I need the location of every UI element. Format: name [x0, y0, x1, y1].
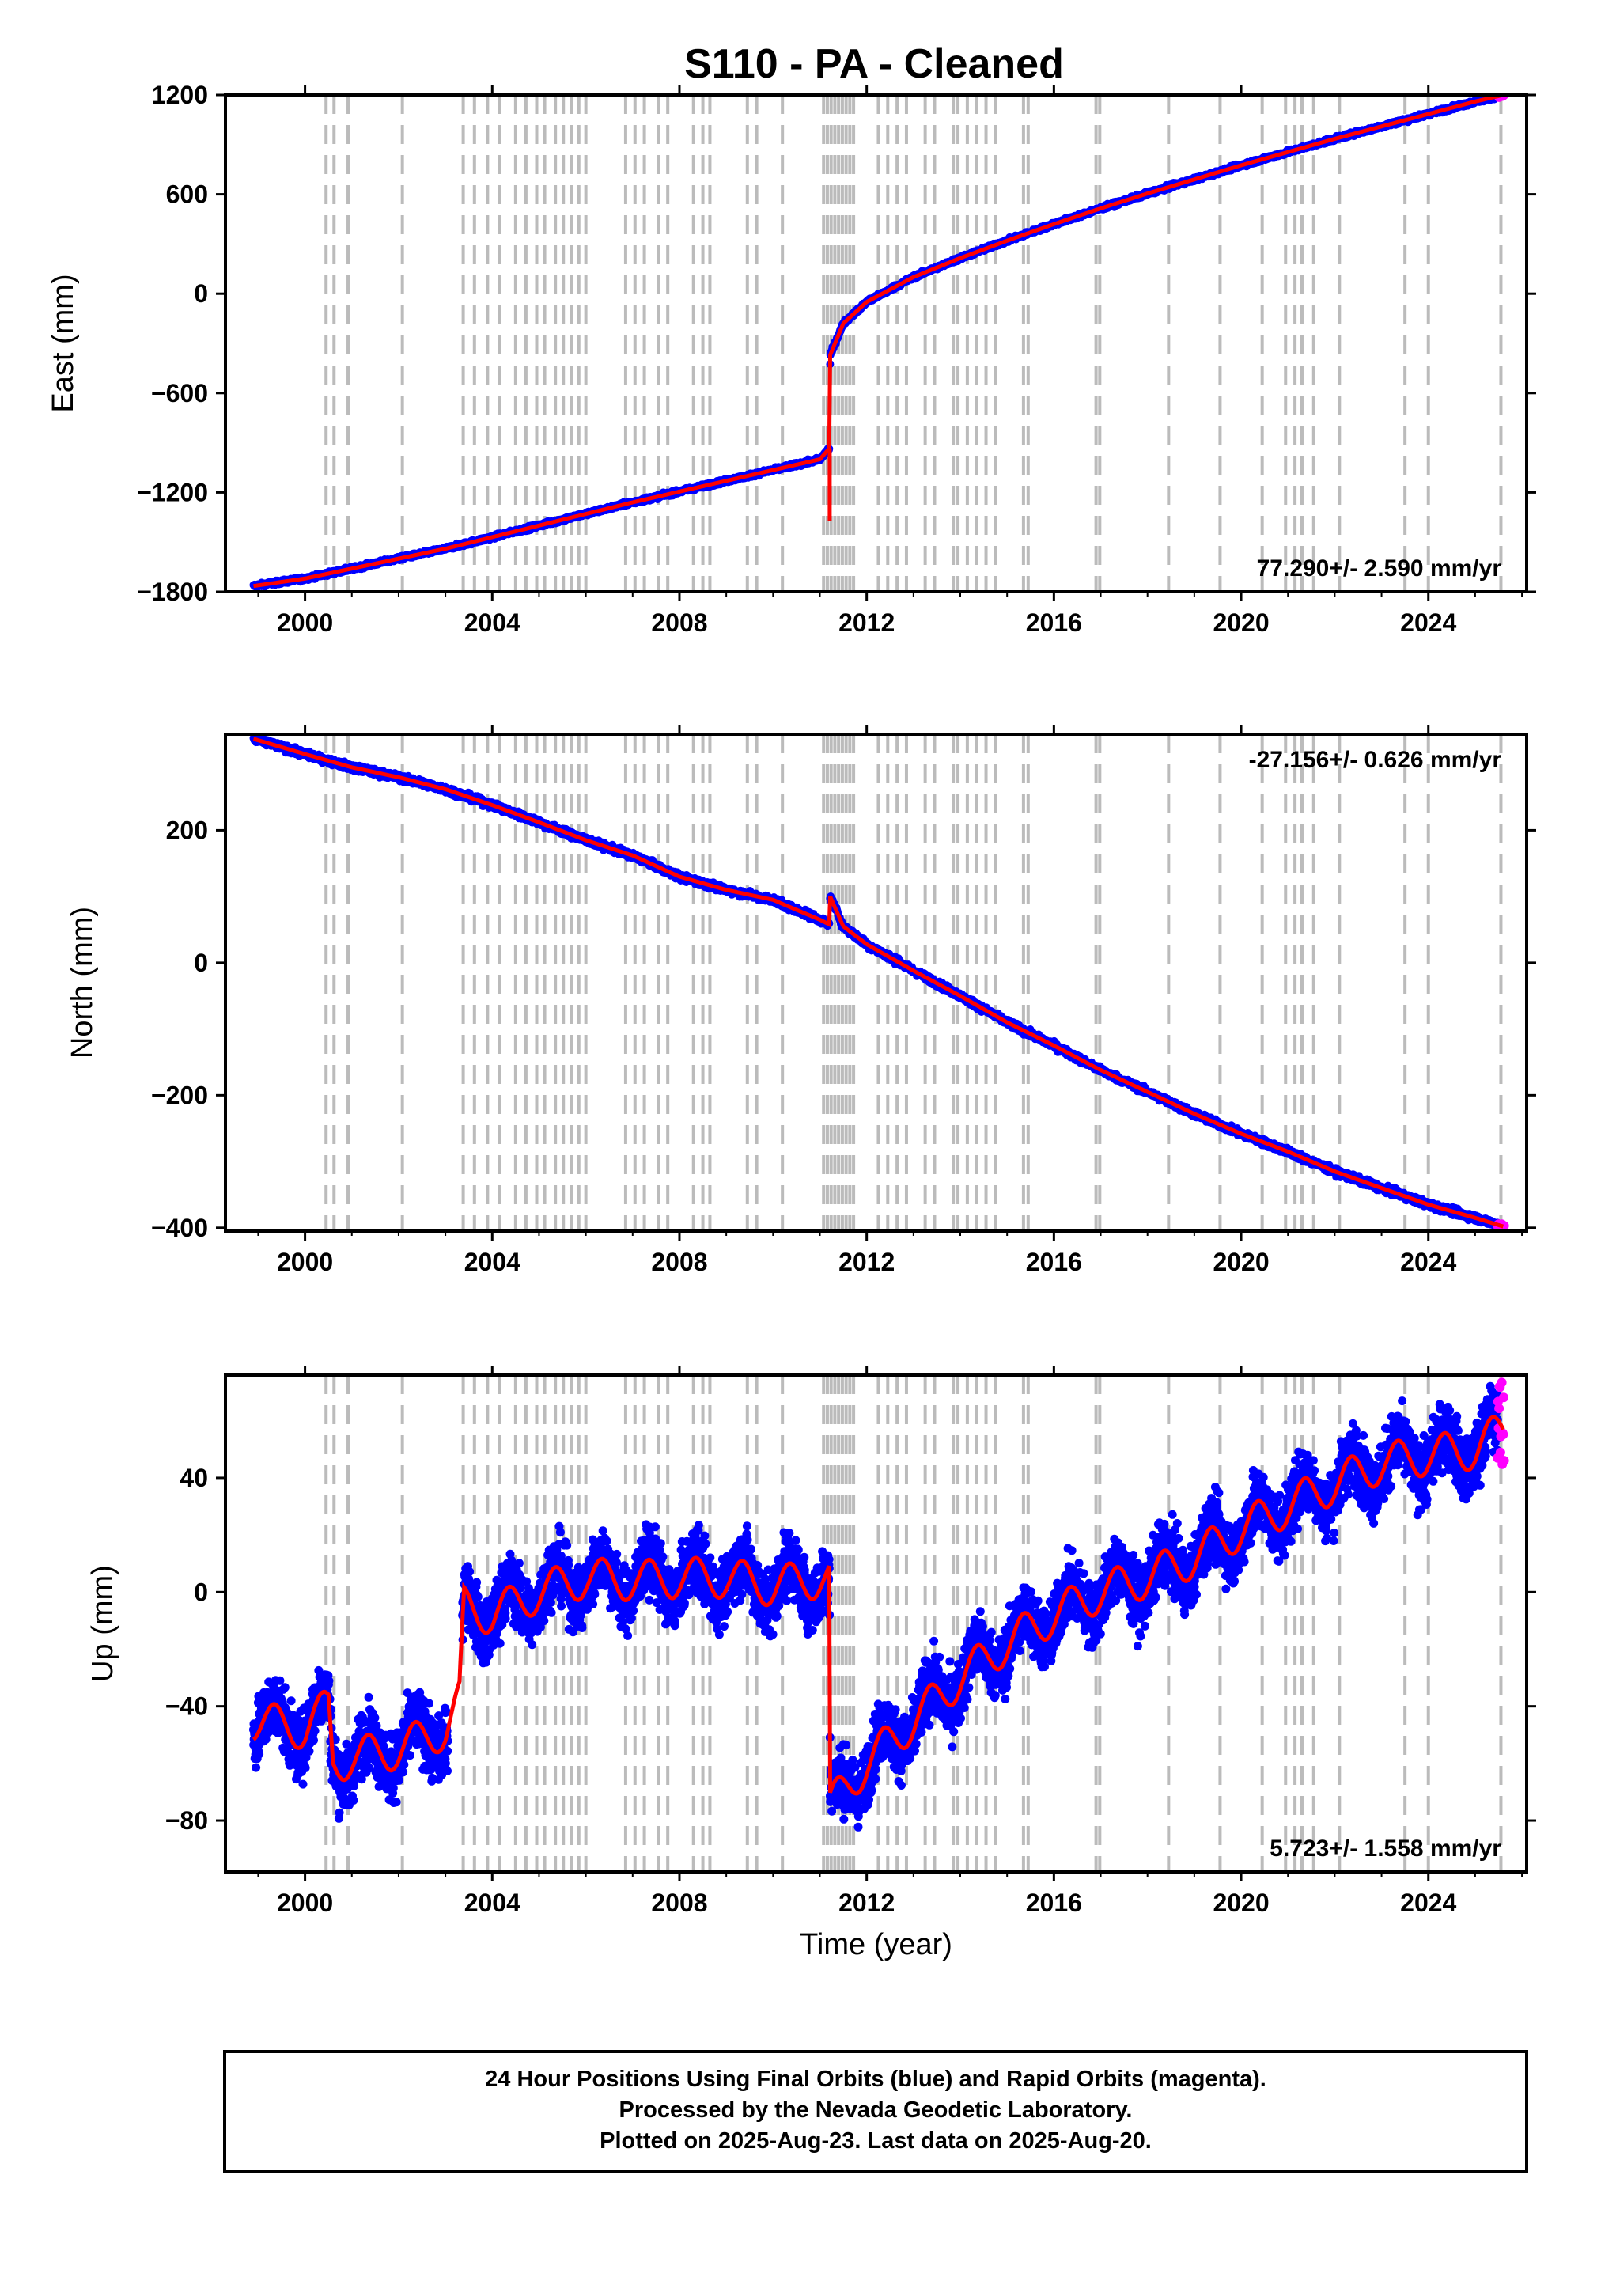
x-tick-label: 2004	[464, 608, 520, 637]
axes-frame	[224, 93, 1528, 593]
x-tick-label: 2012	[838, 608, 895, 637]
north-panel: 2000 2004 2008 2012 2016 2020 2024−400−2000200…	[66, 725, 1536, 1276]
plot-area	[249, 95, 1509, 592]
east-panel: 2000 2004 2008 2012 2016 2020 2024 −1800 −1200 −6…	[47, 81, 1536, 637]
chart-title: S110 - PA - Cleaned	[684, 41, 1064, 87]
x-tick-label: 2016	[1026, 608, 1082, 637]
x-tick-label: 2000	[277, 608, 333, 637]
x-tick-label: 2020	[1213, 608, 1269, 637]
y-axis-label: East (mm)	[47, 274, 80, 412]
y-tick-label: 1200	[152, 81, 208, 109]
x-tick-label: 2024	[1400, 608, 1456, 637]
y-tick-label: −1800	[137, 578, 208, 606]
x-tick-label: 2008	[651, 608, 707, 637]
y-tick-label: 0	[194, 279, 208, 308]
plot-area	[249, 734, 1509, 1231]
y-tick-label: 600	[166, 180, 208, 209]
y-tick-label: −1200	[137, 478, 208, 506]
rate-annotation: 77.290+/- 2.590 mm/yr	[1257, 555, 1502, 582]
y-tick-label: −600	[151, 379, 208, 407]
